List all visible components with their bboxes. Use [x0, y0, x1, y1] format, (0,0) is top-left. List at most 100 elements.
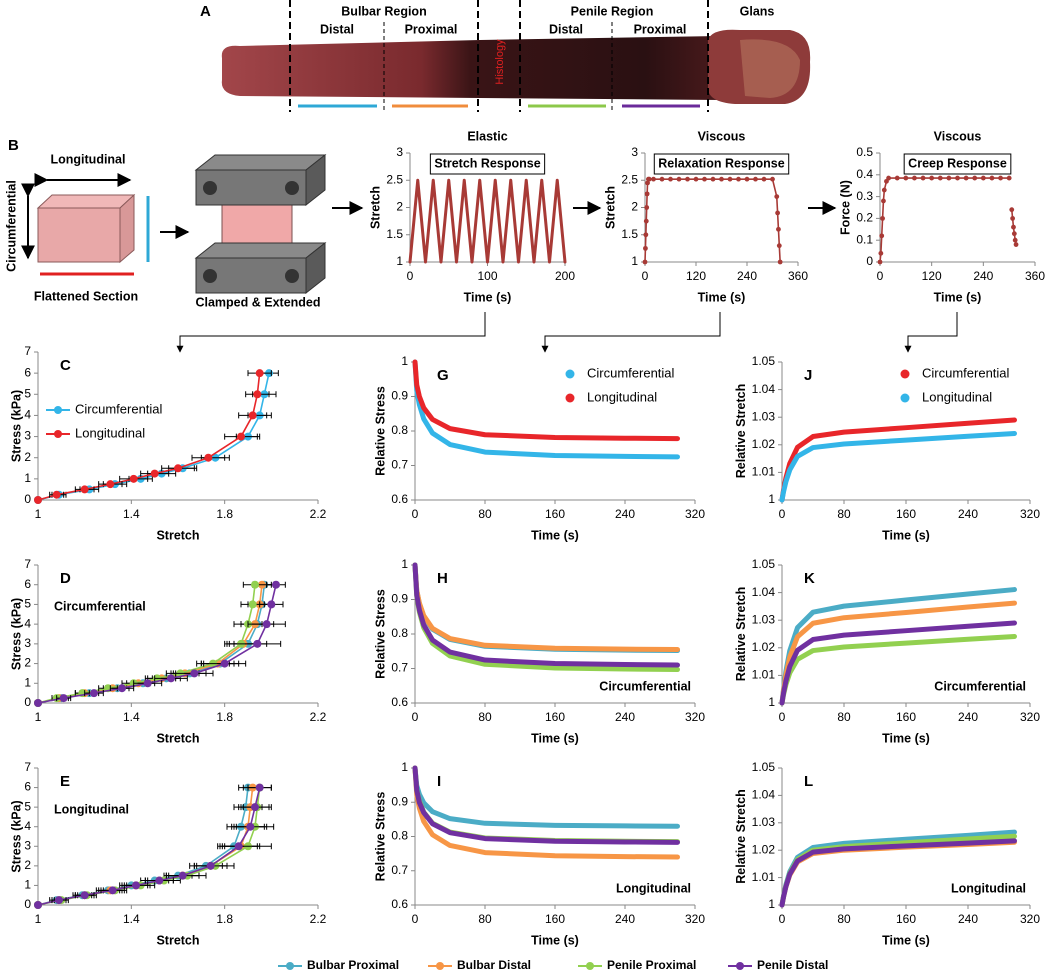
marker [1012, 237, 1018, 243]
x-axis-label: Time (s) [531, 731, 579, 745]
x-tick-label: 1.4 [123, 710, 140, 724]
y-tick-label: 4 [24, 616, 31, 630]
marker [879, 233, 885, 239]
connector [904, 312, 958, 353]
marker [643, 232, 649, 238]
y-axis-label: Relative Stress [373, 386, 387, 476]
panel-label: A [200, 3, 211, 20]
marker [237, 432, 245, 441]
direction-label: Longitudinal [51, 152, 126, 166]
y-tick-label: 2 [24, 858, 31, 872]
annotation: Longitudinal [54, 802, 129, 816]
marker [129, 474, 138, 483]
marker [877, 259, 883, 265]
x-tick-label: 1.4 [123, 912, 140, 926]
subregion-label: Distal [320, 22, 354, 36]
region-label: Penile Region [571, 4, 654, 18]
marker [1009, 207, 1015, 213]
marker [774, 194, 780, 200]
y-tick-label: 1.02 [752, 842, 776, 856]
x-tick-label: 0 [779, 710, 786, 724]
marker [34, 699, 42, 707]
x-tick-label: 240 [973, 269, 993, 283]
marker [253, 390, 262, 399]
y-tick-label: 3 [396, 145, 403, 159]
chart-header: Viscous [934, 129, 982, 143]
marker [929, 175, 935, 181]
legend-marker [54, 406, 62, 414]
y-axis-label: Stress (kPa) [10, 390, 24, 462]
y-tick-label: 1.03 [752, 612, 776, 626]
y-tick-label: 0.4 [856, 167, 873, 181]
y-tick-label: 1.5 [621, 227, 638, 241]
y-tick-label: 1.04 [752, 382, 776, 396]
x-tick-label: 320 [1020, 710, 1040, 724]
series-line [412, 562, 680, 668]
marker [253, 639, 262, 648]
bolt [203, 269, 217, 283]
y-axis-label: Stress (kPa) [10, 800, 24, 872]
panel-label: C [60, 357, 71, 374]
x-tick-label: 80 [478, 507, 492, 521]
marker [643, 245, 648, 251]
annotation: Longitudinal [616, 881, 691, 895]
marker [719, 176, 724, 182]
marker [989, 175, 995, 181]
y-tick-label: 1.05 [752, 760, 776, 774]
series-line [779, 838, 1017, 908]
connector [541, 312, 721, 353]
panel-label: E [60, 773, 70, 790]
marker [644, 205, 650, 210]
marker [776, 226, 781, 232]
marker [702, 176, 707, 182]
x-tick-label: 160 [896, 710, 916, 724]
x-tick-label: 0 [779, 507, 786, 521]
bolt [203, 181, 217, 195]
marker [59, 694, 68, 703]
x-tick-label: 0 [642, 269, 649, 283]
series-line [779, 430, 1017, 503]
series-line [879, 177, 1010, 263]
y-tick-label: 2 [24, 656, 31, 670]
marker [118, 684, 126, 693]
marker [644, 191, 650, 197]
x-tick-label: 160 [545, 507, 565, 521]
x-axis-label: Time (s) [934, 290, 982, 304]
annotation: Circumferential [599, 679, 691, 693]
marker [946, 175, 952, 181]
marker [693, 176, 699, 182]
y-tick-label: 3 [24, 838, 31, 852]
y-tick-label: 7 [24, 344, 31, 358]
y-tick-label: 3 [24, 429, 31, 443]
marker [775, 210, 780, 216]
legend-marker [436, 962, 444, 970]
legend-label: Longitudinal [75, 425, 145, 440]
x-tick-label: 1.8 [216, 710, 233, 724]
y-tick-label: 1 [396, 254, 403, 268]
marker [255, 783, 264, 792]
y-tick-label: 5 [24, 597, 31, 611]
x-axis-label: Time (s) [531, 528, 579, 542]
y-tick-label: 0.9 [391, 592, 408, 606]
marker [272, 580, 280, 589]
y-tick-label: 2 [24, 450, 31, 464]
y-tick-label: 1.01 [752, 465, 776, 479]
y-tick-label: 0 [24, 492, 31, 506]
y-tick-label: 0.7 [391, 458, 408, 472]
y-axis-label: Relative Stress [373, 792, 387, 882]
marker [710, 176, 716, 182]
x-tick-label: 1.8 [216, 912, 233, 926]
panel-a: A Bulbar Region Penile Region Glans Dist… [200, 0, 811, 112]
legend-marker [286, 962, 294, 970]
panel-label: H [437, 570, 448, 587]
y-axis-label: Stretch [368, 186, 382, 229]
region-dividers [289, 0, 709, 112]
marker [645, 180, 650, 186]
marker [190, 669, 199, 678]
legend-label: Penile Proximal [607, 958, 696, 972]
series-line [412, 359, 680, 442]
marker [234, 842, 243, 851]
y-axis-label: Relative Stretch [734, 587, 748, 681]
x-tick-label: 360 [788, 269, 808, 283]
